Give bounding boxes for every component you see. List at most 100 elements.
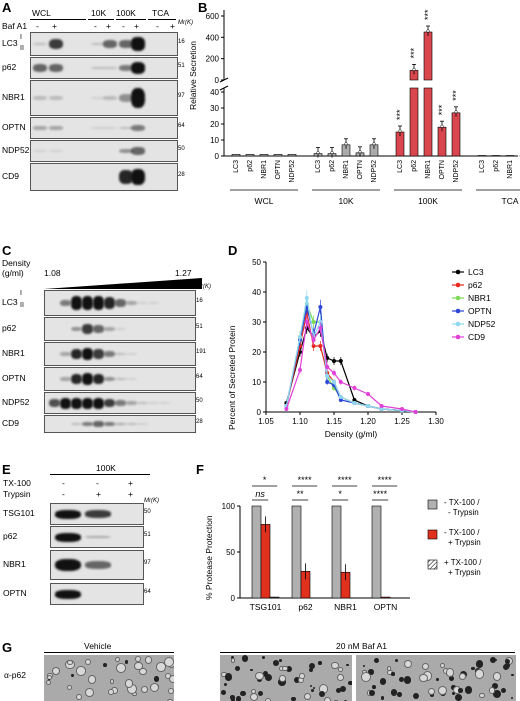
a-band	[33, 95, 47, 101]
baf-sign-7: +	[170, 21, 175, 31]
c-band	[93, 325, 104, 333]
d-point	[332, 380, 336, 384]
c-band	[60, 377, 71, 381]
c-band	[115, 299, 126, 307]
panel-f-label: F	[196, 462, 204, 477]
d-point	[332, 359, 336, 363]
baf-sign-6: -	[156, 21, 159, 31]
baf-sign-5: +	[134, 21, 139, 31]
d-xlabel: Density (g/ml)	[325, 429, 378, 439]
a-row-lc3: LC3	[2, 38, 18, 48]
c-band	[93, 373, 104, 385]
b-significance: ***	[451, 90, 461, 101]
b-category-label: p62	[411, 160, 418, 172]
c-band	[93, 397, 104, 409]
f-category-label: p62	[298, 602, 312, 612]
c-row-nbr1: NBR1	[2, 348, 25, 358]
f-legend-entry: + TX-100 /	[444, 558, 482, 567]
a-mw-1: 51	[178, 63, 185, 69]
d-point	[284, 407, 289, 411]
c-band	[82, 397, 93, 409]
a-blot-lc3	[30, 32, 178, 56]
d-point	[318, 305, 323, 309]
b-category-label: NBR1	[343, 160, 350, 179]
vehicle-label: Vehicle	[84, 641, 112, 651]
b-ytick-bottom: 20	[210, 120, 219, 129]
b-ytick-top: 0	[215, 76, 220, 85]
e-row-tsg101: TSG101	[3, 508, 35, 518]
c-band	[104, 421, 115, 427]
em-image-baf-2	[356, 655, 516, 701]
a-band	[91, 96, 105, 99]
b-category-label: OPTN	[357, 160, 364, 179]
c-row-lc3: LC3	[2, 297, 18, 307]
a-blot-nbr1	[30, 80, 178, 116]
a-band	[131, 62, 145, 74]
b-category-label: NBR1	[507, 160, 514, 179]
f-legend-entry: - Trypsin	[448, 508, 479, 517]
a-band	[103, 40, 117, 48]
d-legend-entry: CD9	[468, 332, 485, 342]
c-band	[71, 296, 82, 310]
c-row-ndp52: NDP52	[2, 397, 30, 407]
d-point	[338, 380, 343, 384]
c-band	[148, 402, 159, 404]
c-band	[115, 328, 126, 330]
a-band	[33, 64, 47, 72]
a-band	[131, 169, 145, 185]
c-blot-cd9	[44, 415, 196, 433]
a-band	[91, 127, 105, 129]
b-ytick-bottom: 10	[210, 136, 219, 145]
c-band	[115, 422, 126, 426]
a-band	[119, 126, 133, 130]
group-tca: TCA	[152, 8, 169, 18]
f-sig-bottom: *	[338, 489, 342, 499]
density-max: 1.27	[175, 268, 192, 278]
b-ytick-top: 400	[206, 33, 220, 42]
b-ytick-top: 600	[206, 12, 220, 21]
a-row-nbr1: NBR1	[2, 92, 25, 102]
c-band	[104, 398, 115, 408]
baf-sign-0: -	[36, 21, 39, 31]
f-legend-entry: - TX-100 /	[444, 528, 480, 537]
a-band	[33, 150, 47, 152]
e-mw-0: 50	[144, 509, 151, 515]
d-point	[332, 371, 336, 375]
f-bar	[260, 524, 271, 599]
density-gradient-wedge	[44, 278, 202, 289]
f-ytick: 100	[222, 502, 236, 511]
c-row-optn: OPTN	[2, 373, 26, 383]
d-series-line	[285, 321, 416, 413]
c-band	[126, 401, 137, 405]
c-row-cd9: CD9	[2, 418, 20, 428]
d-ytick: 40	[252, 288, 261, 297]
c-band	[93, 349, 104, 359]
c-band	[148, 302, 159, 304]
f-category-label: NBR1	[334, 602, 357, 612]
d-point	[304, 296, 309, 300]
d-point	[338, 395, 343, 399]
b-category-label: NDP52	[453, 160, 460, 183]
mr-label-e: Mr(K)	[144, 498, 159, 504]
d-point	[366, 404, 370, 408]
a-band	[119, 148, 133, 154]
f-category-label: TSG101	[250, 602, 282, 612]
d-point	[298, 368, 302, 372]
c-band	[137, 302, 148, 304]
c-band	[60, 299, 71, 307]
b-category-label: p62	[329, 160, 336, 172]
e-trypsin-sign-0: -	[62, 489, 65, 499]
d-ytick: 0	[257, 408, 262, 417]
b-ytick-top: 200	[206, 55, 220, 64]
b-category-label: p62	[493, 160, 500, 172]
b-bar	[273, 154, 283, 157]
c-band	[60, 397, 71, 409]
d-point	[325, 374, 330, 378]
a-row-cd9: CD9	[2, 171, 20, 181]
group-100k: 100K	[116, 8, 136, 18]
b-category-label: LC3	[233, 160, 240, 173]
e-row-optn: OPTN	[3, 588, 27, 598]
group-wcl: WCL	[32, 8, 51, 18]
d-xtick: 1.05	[258, 417, 274, 426]
c-blot-optn	[44, 367, 196, 391]
